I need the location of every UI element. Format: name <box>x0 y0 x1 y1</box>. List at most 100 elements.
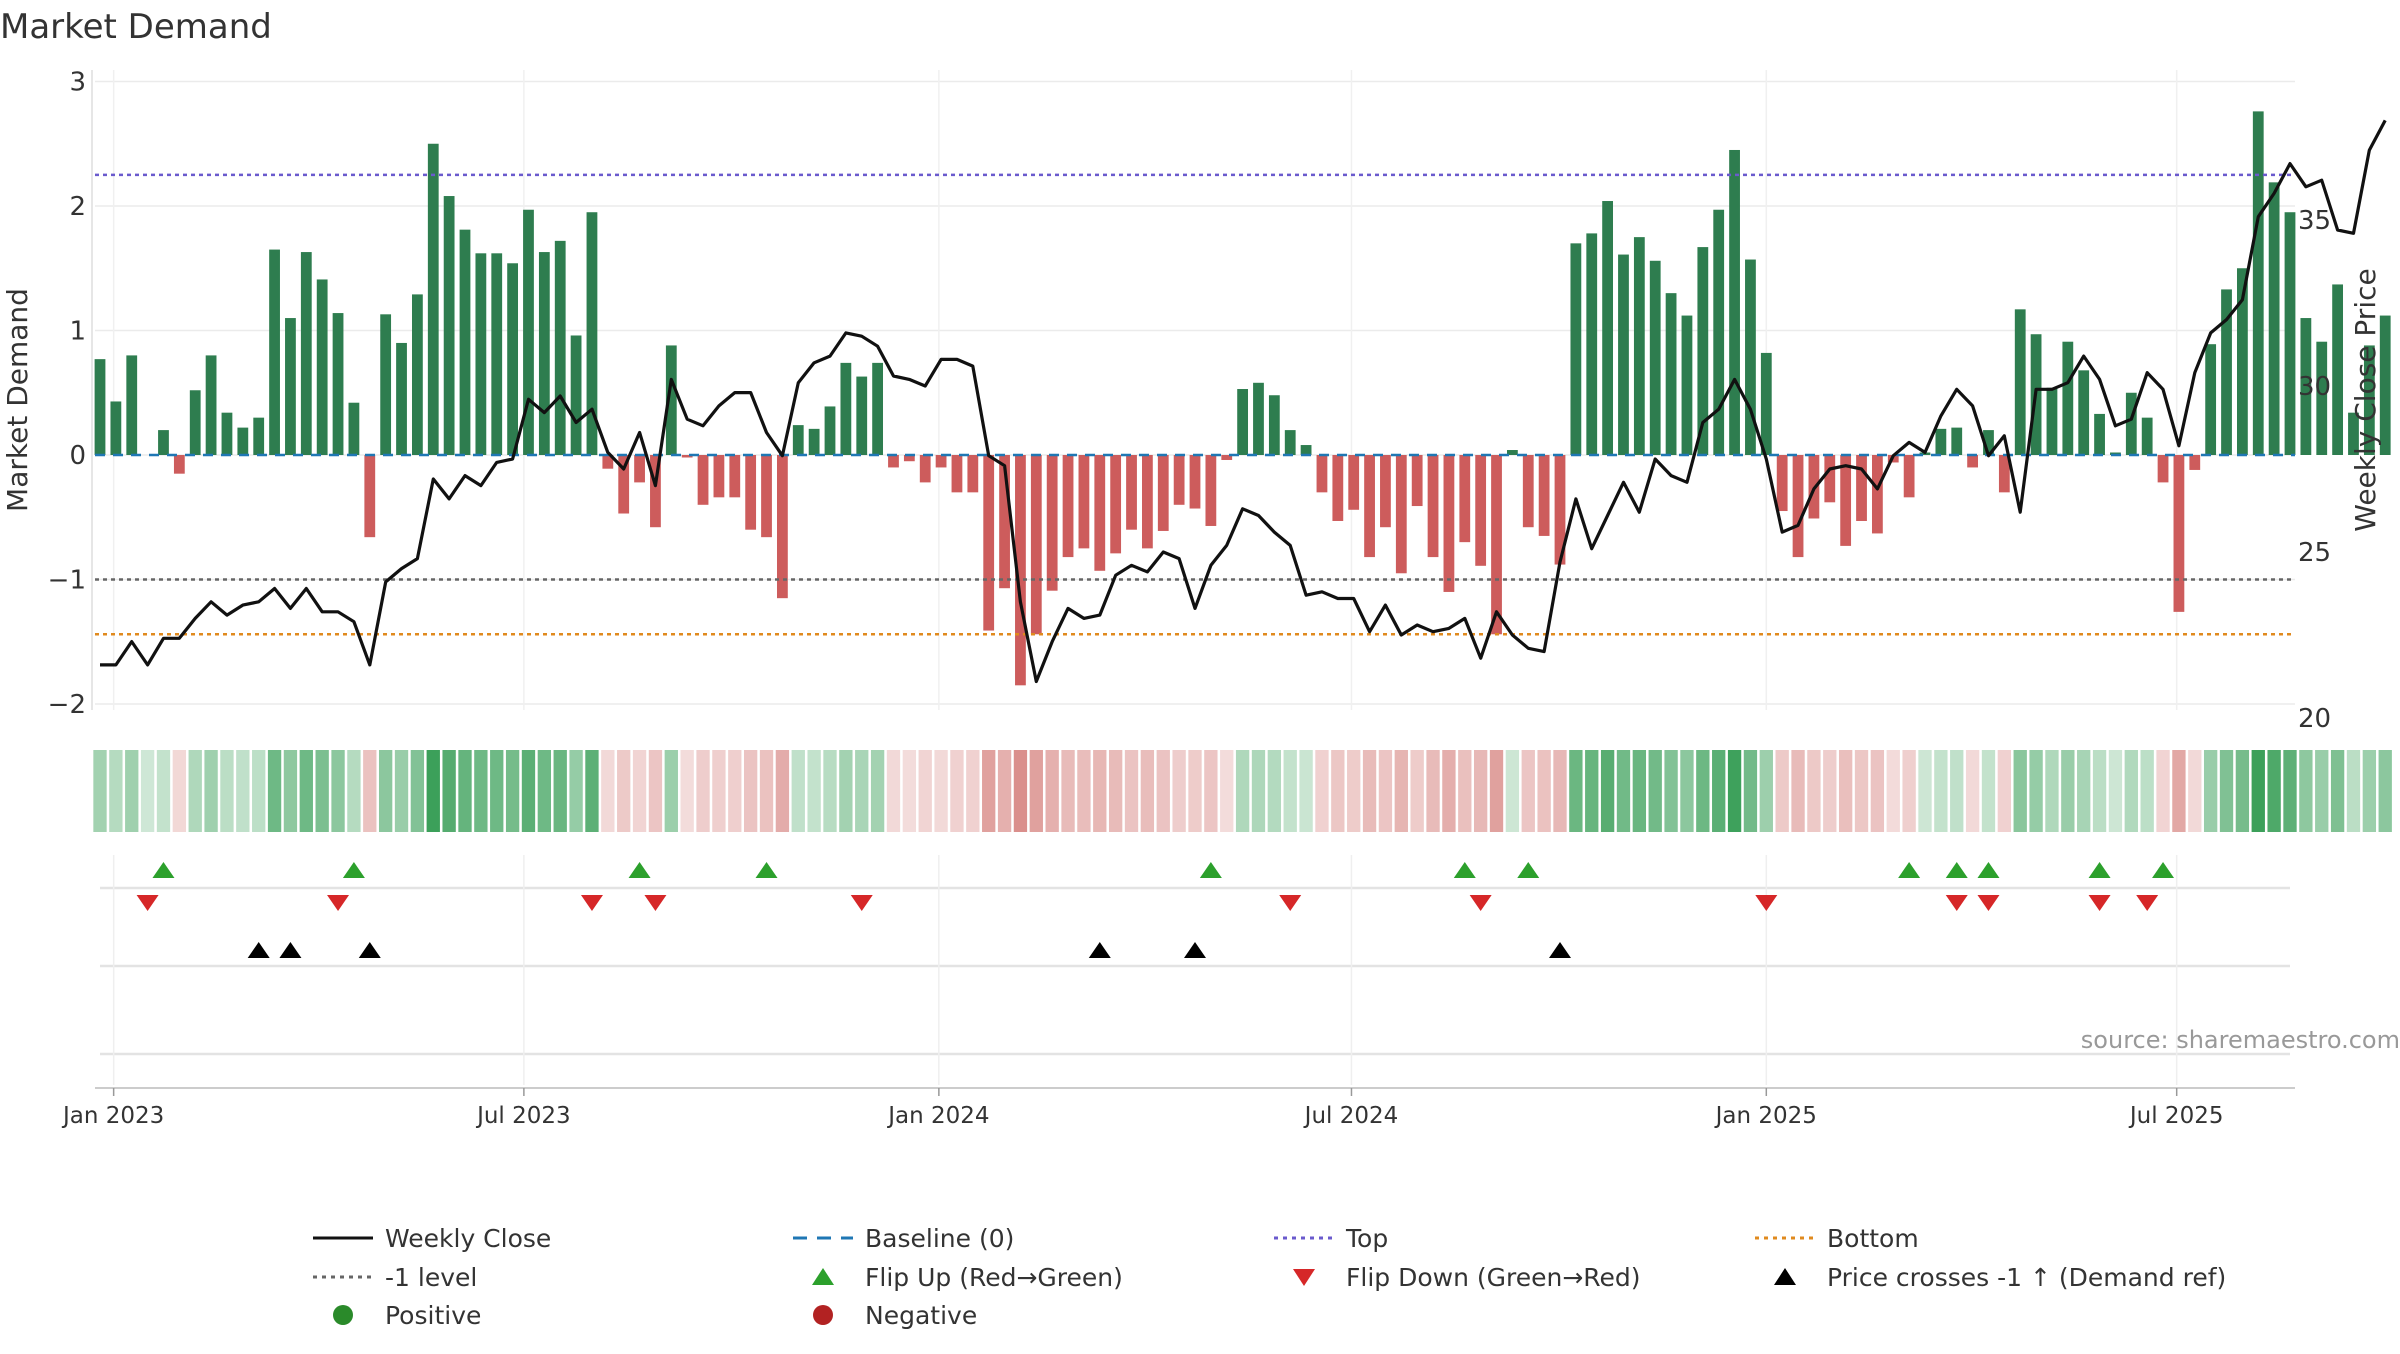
demand-bar-positive <box>2363 345 2375 455</box>
heat-cell <box>1553 750 1567 832</box>
y-tick-left-label: −2 <box>48 690 86 720</box>
demand-bar-negative <box>951 455 963 493</box>
y-tick-left-label: 0 <box>69 441 86 471</box>
heat-cell <box>2267 750 2281 832</box>
demand-bar-negative <box>1998 455 2010 493</box>
legend-label: Flip Up (Red→Green) <box>865 1263 1123 1292</box>
heat-cell <box>1029 750 1043 832</box>
y-tick-right-label: 35 <box>2298 206 2331 236</box>
heat-cell <box>1521 750 1535 832</box>
y-tick-left-label: −1 <box>48 566 86 596</box>
price-cross-marker <box>358 942 381 958</box>
demand-bar-positive <box>1951 427 1963 455</box>
heat-cell <box>474 750 488 832</box>
y-tick-right-label: 20 <box>2298 704 2331 734</box>
heat-cell <box>236 750 250 832</box>
heat-cell <box>1902 750 1916 832</box>
heat-cell <box>569 750 583 832</box>
flip-down-marker <box>2136 895 2159 911</box>
demand-bar-positive <box>507 263 519 455</box>
y-tick-left-label: 2 <box>69 192 86 222</box>
y-tick-left-label: 3 <box>69 68 86 98</box>
heat-cell <box>1204 750 1218 832</box>
heat-cell <box>728 750 742 832</box>
heat-cell <box>1823 750 1837 832</box>
demand-bar-positive <box>1649 260 1661 455</box>
demand-bar-positive <box>586 212 598 455</box>
demand-bar-positive <box>443 196 455 456</box>
demand-bar-positive <box>2062 341 2074 455</box>
demand-bar-negative <box>1459 455 1471 543</box>
demand-bar-negative <box>650 455 661 528</box>
demand-bar-negative <box>1824 455 1836 503</box>
heat-cell <box>712 750 726 832</box>
event-markers <box>100 855 2290 1085</box>
weekly-close-line <box>100 119 2387 684</box>
x-tick-label: Jul 2025 <box>2128 1103 2224 1129</box>
demand-bar-negative <box>999 455 1010 589</box>
demand-bar-negative <box>745 455 757 530</box>
heat-cell <box>2219 750 2234 832</box>
flip-up-marker <box>342 862 365 878</box>
demand-bar-negative <box>364 455 376 538</box>
heat-cell <box>1600 750 1615 832</box>
heat-cell <box>2378 750 2392 832</box>
demand-bar-positive <box>2014 309 2026 455</box>
heat-cell <box>1870 750 1885 832</box>
flip-down-marker <box>1469 895 1492 911</box>
flip-down-marker <box>1977 895 2000 911</box>
heat-cell <box>252 750 266 832</box>
demand-bar-positive <box>158 430 169 455</box>
demand-bar-negative <box>2173 455 2185 612</box>
heat-cell <box>188 750 202 832</box>
heat-cell <box>759 750 774 832</box>
heat-cell <box>1775 750 1789 832</box>
flip-up-marker <box>2088 862 2111 878</box>
heat-cell <box>886 750 901 832</box>
demand-bar-positive <box>1983 430 1994 455</box>
flip-up-marker <box>1199 862 1222 878</box>
demand-bar-positive <box>396 342 407 455</box>
heat-cell <box>220 750 234 832</box>
demand-bar-negative <box>1126 455 1137 530</box>
heat-cell <box>617 750 631 832</box>
heat-cell <box>1140 750 1155 832</box>
close-line-layer <box>100 119 2387 684</box>
reference-lines <box>95 173 2295 636</box>
demand-bar-positive <box>2316 341 2328 455</box>
demand-bar-negative <box>1205 455 1217 526</box>
heat-cell <box>2283 750 2297 832</box>
heat-cell <box>2188 750 2202 832</box>
demand-bar-positive <box>475 253 487 455</box>
heat-cell <box>553 750 567 832</box>
demand-bar-positive <box>126 355 138 455</box>
heat-cell <box>2013 750 2027 832</box>
heat-cell <box>378 750 393 832</box>
heat-cell <box>172 750 187 832</box>
y-tick-left-label: 1 <box>69 317 86 347</box>
price-cross-marker <box>247 942 270 958</box>
demand-bar-positive <box>2205 344 2217 455</box>
demand-bar-negative <box>1173 455 1185 505</box>
price-cross-marker <box>1549 942 1571 958</box>
price-cross-marker <box>1088 942 1111 958</box>
heat-cell <box>109 750 123 832</box>
flip-up-marker <box>1517 862 1540 878</box>
demand-bar-positive <box>1935 428 1947 455</box>
demand-bar-positive <box>2094 413 2105 455</box>
x-axis: Jan 2023 Jul 2023 Jan 2024 Jul 2024 Jan 2025… <box>61 1087 2295 1129</box>
heat-cell <box>1394 750 1408 832</box>
demand-bar-positive <box>523 209 534 455</box>
heat-cell <box>2077 750 2091 832</box>
heat-cell <box>1632 750 1647 832</box>
demand-bar-positive <box>189 390 201 455</box>
demand-bar-positive <box>2348 412 2359 455</box>
legend-label: -1 level <box>385 1263 477 1292</box>
demand-bar-positive <box>1665 293 1677 455</box>
demand-bar-negative <box>1538 455 1550 536</box>
demand-bar-positive <box>411 294 423 455</box>
heat-cell <box>299 750 313 832</box>
demand-bar-negative <box>1348 455 1360 510</box>
demand-bar-negative <box>602 455 614 469</box>
heat-cell <box>1696 750 1710 832</box>
